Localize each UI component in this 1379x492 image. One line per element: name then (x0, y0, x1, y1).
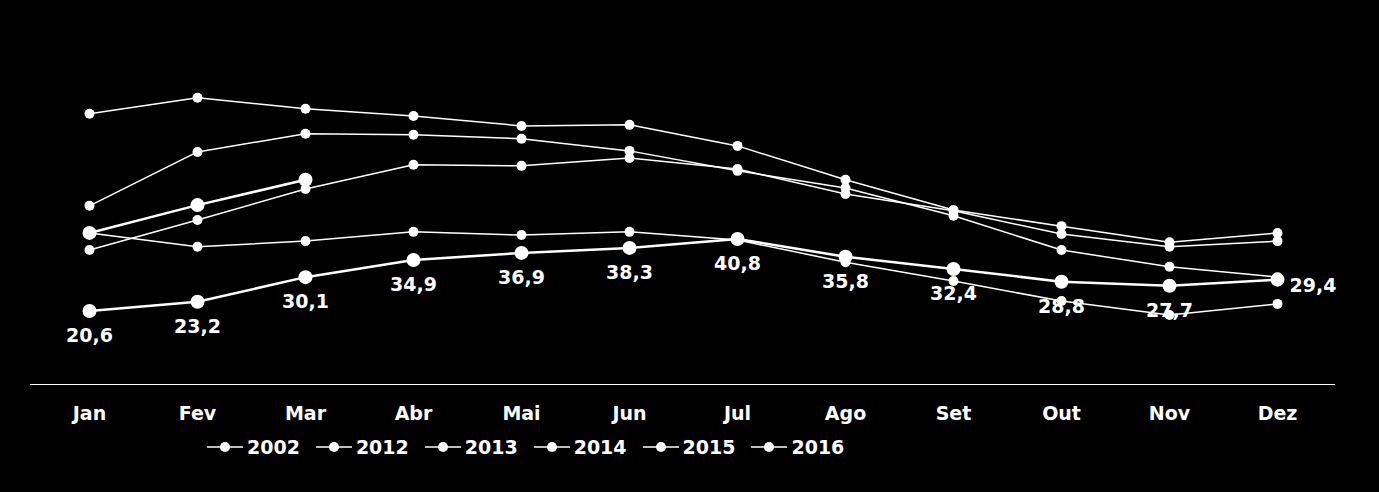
html-text:2015: 2015 (682, 436, 736, 458)
svg-text:Jan: Jan (71, 402, 106, 424)
svg-text:Jun: Jun (610, 402, 646, 424)
svg-text:23,2: 23,2 (174, 315, 221, 337)
svg-text:Ago: Ago (825, 402, 866, 424)
html-text:2012: 2012 (355, 436, 409, 458)
svg-text:Nov: Nov (1149, 402, 1191, 424)
svg-text:Abr: Abr (395, 402, 433, 424)
svg-text:34,9: 34,9 (390, 273, 437, 295)
html-text:2013: 2013 (464, 436, 518, 458)
svg-text:Mai: Mai (502, 402, 540, 424)
svg-text:29,4: 29,4 (1290, 274, 1337, 296)
svg-text:27,7: 27,7 (1146, 299, 1193, 321)
svg-text:28,8: 28,8 (1038, 295, 1085, 317)
svg-text:36,9: 36,9 (498, 266, 545, 288)
svg-text:Dez: Dez (1258, 402, 1298, 424)
html-text:2002: 2002 (247, 436, 300, 458)
html-text:2016: 2016 (791, 436, 845, 458)
svg-text:30,1: 30,1 (282, 290, 329, 312)
svg-text:Set: Set (936, 402, 972, 424)
html-text:2014: 2014 (573, 436, 627, 458)
svg-text:38,3: 38,3 (606, 261, 653, 283)
svg-text:Fev: Fev (179, 402, 217, 424)
svg-text:32,4: 32,4 (930, 282, 977, 304)
svg-text:Out: Out (1042, 402, 1081, 424)
svg-text:Mar: Mar (285, 402, 327, 424)
svg-text:35,8: 35,8 (822, 270, 869, 292)
svg-text:40,8: 40,8 (714, 252, 761, 274)
svg-text:Jul: Jul (722, 402, 751, 424)
svg-text:20,6: 20,6 (66, 324, 113, 346)
